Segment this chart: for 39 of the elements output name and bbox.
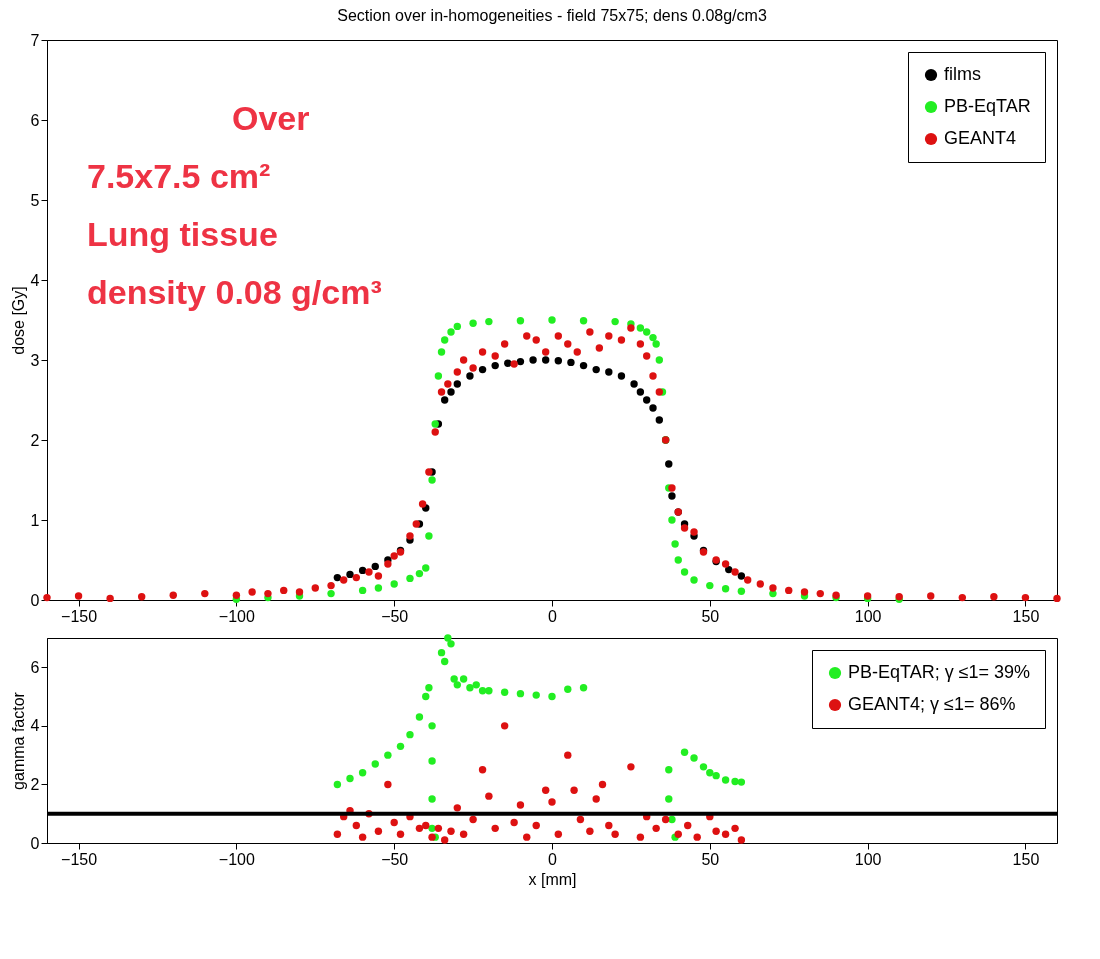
legend-label: PB-EqTAR: [944, 96, 1031, 116]
x-tick-label: 150: [1012, 850, 1040, 868]
x-tick-label: −150: [61, 607, 98, 625]
x-tick-label: −100: [218, 607, 255, 625]
x-tick-label: −50: [381, 850, 409, 868]
x-tick-label: 50: [701, 607, 720, 625]
x-axis-title: x [mm]: [528, 870, 577, 888]
x-tick-label: −50: [381, 607, 409, 625]
x-tick-label: 50: [701, 850, 720, 868]
y-tick-label: 3: [30, 351, 40, 369]
y-tick-label: 1: [30, 511, 40, 529]
x-tick-label: 0: [548, 607, 558, 625]
y-tick-label: 5: [30, 191, 40, 209]
legend-label: PB-EqTAR; γ ≤1= 39%: [848, 662, 1031, 682]
y-axis-title: gamma factor: [9, 691, 27, 790]
y-tick-label: 4: [30, 717, 40, 735]
x-tick-label: 150: [1012, 607, 1040, 625]
y-tick-label: 2: [30, 775, 40, 793]
x-tick-label: 0: [548, 850, 558, 868]
y-tick-label: 0: [30, 834, 40, 852]
y-axis-title: dose [Gy]: [9, 286, 27, 355]
legend-label: films: [944, 64, 981, 84]
legend-label: GEANT4: [944, 128, 1017, 148]
x-tick-label: 100: [854, 850, 882, 868]
annotation: 7.5x7.5 cm²: [87, 157, 271, 195]
annotation: density 0.08 g/cm³: [87, 273, 382, 311]
x-tick-label: 100: [854, 607, 882, 625]
y-tick-label: 0: [30, 591, 40, 609]
annotation: Over: [232, 99, 310, 137]
y-tick-label: 2: [30, 431, 40, 449]
y-tick-label: 6: [30, 111, 40, 129]
legend-label: GEANT4; γ ≤1= 86%: [848, 694, 1016, 714]
y-tick-label: 4: [30, 271, 40, 289]
x-tick-label: −150: [61, 850, 98, 868]
y-tick-label: 6: [30, 658, 40, 676]
chart-title: Section over in-homogeneities - field 75x75; dens 0.08g/cm3: [337, 7, 767, 24]
x-tick-label: −100: [218, 850, 255, 868]
y-tick-label: 7: [30, 31, 40, 49]
annotation: Lung tissue: [87, 215, 278, 253]
